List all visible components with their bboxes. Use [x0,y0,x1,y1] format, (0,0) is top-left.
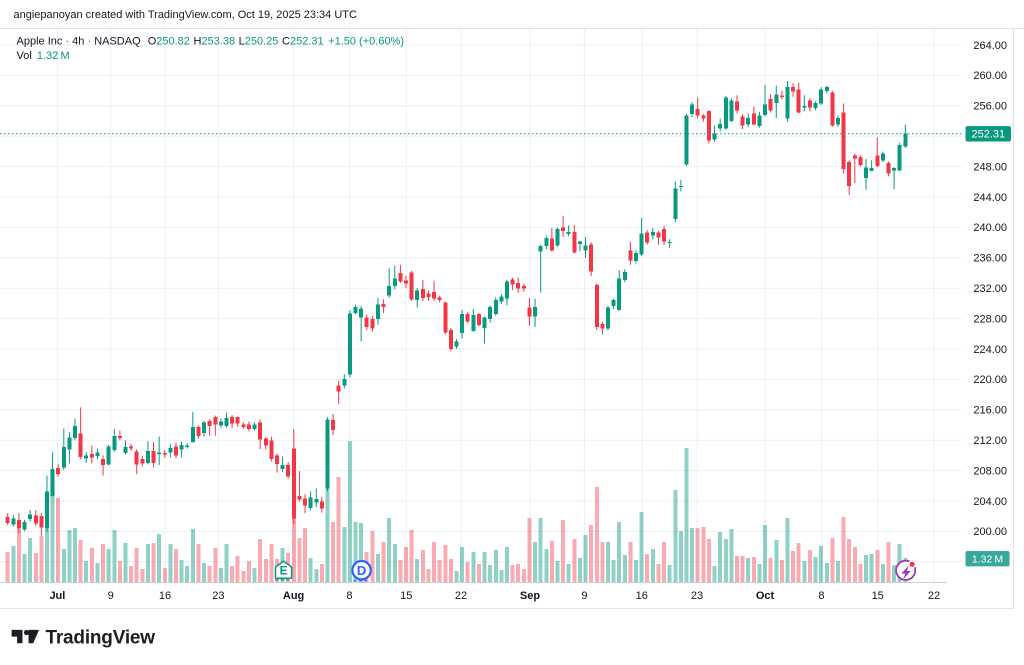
svg-text:8: 8 [346,590,352,602]
svg-text:8: 8 [818,590,824,602]
svg-text:Apple Inc · 4h · NASDAQ O250.: Apple Inc · 4h · NASDAQ O250.82 H253.38 … [17,36,405,48]
svg-text:236.00: 236.00 [973,253,1007,265]
svg-text:22: 22 [928,590,940,602]
svg-text:264.00: 264.00 [973,40,1007,52]
svg-text:E: E [280,564,288,578]
svg-text:228.00: 228.00 [973,313,1007,325]
svg-text:Oct: Oct [756,590,775,602]
svg-text:TradingView: TradingView [46,627,156,648]
svg-text:204.00: 204.00 [973,496,1007,508]
svg-text:Aug: Aug [283,590,304,602]
svg-text:1.32 M: 1.32 M [972,553,1003,565]
svg-text:244.00: 244.00 [973,192,1007,204]
svg-text:angiepanoyan created with Trad: angiepanoyan created with TradingView.co… [14,9,358,21]
svg-text:212.00: 212.00 [973,435,1007,447]
svg-text:232.00: 232.00 [973,283,1007,295]
svg-text:16: 16 [159,590,171,602]
svg-text:9: 9 [108,590,114,602]
svg-text:22: 22 [455,590,467,602]
svg-text:16: 16 [636,590,648,602]
svg-text:Vol 1.32 M: Vol 1.32 M [17,50,70,62]
svg-text:D: D [357,563,366,578]
svg-text:220.00: 220.00 [973,374,1007,386]
svg-text:9: 9 [581,590,587,602]
svg-text:200.00: 200.00 [973,526,1007,538]
svg-text:208.00: 208.00 [973,465,1007,477]
svg-text:Jul: Jul [49,590,65,602]
svg-text:23: 23 [212,590,224,602]
svg-text:Sep: Sep [520,590,540,602]
svg-text:256.00: 256.00 [973,101,1007,113]
svg-text:23: 23 [691,590,703,602]
svg-text:216.00: 216.00 [973,405,1007,417]
svg-text:252.31: 252.31 [971,129,1005,141]
svg-text:248.00: 248.00 [973,161,1007,173]
svg-text:15: 15 [872,590,884,602]
svg-text:15: 15 [400,590,412,602]
svg-text:240.00: 240.00 [973,222,1007,234]
svg-text:224.00: 224.00 [973,344,1007,356]
svg-text:260.00: 260.00 [973,70,1007,82]
